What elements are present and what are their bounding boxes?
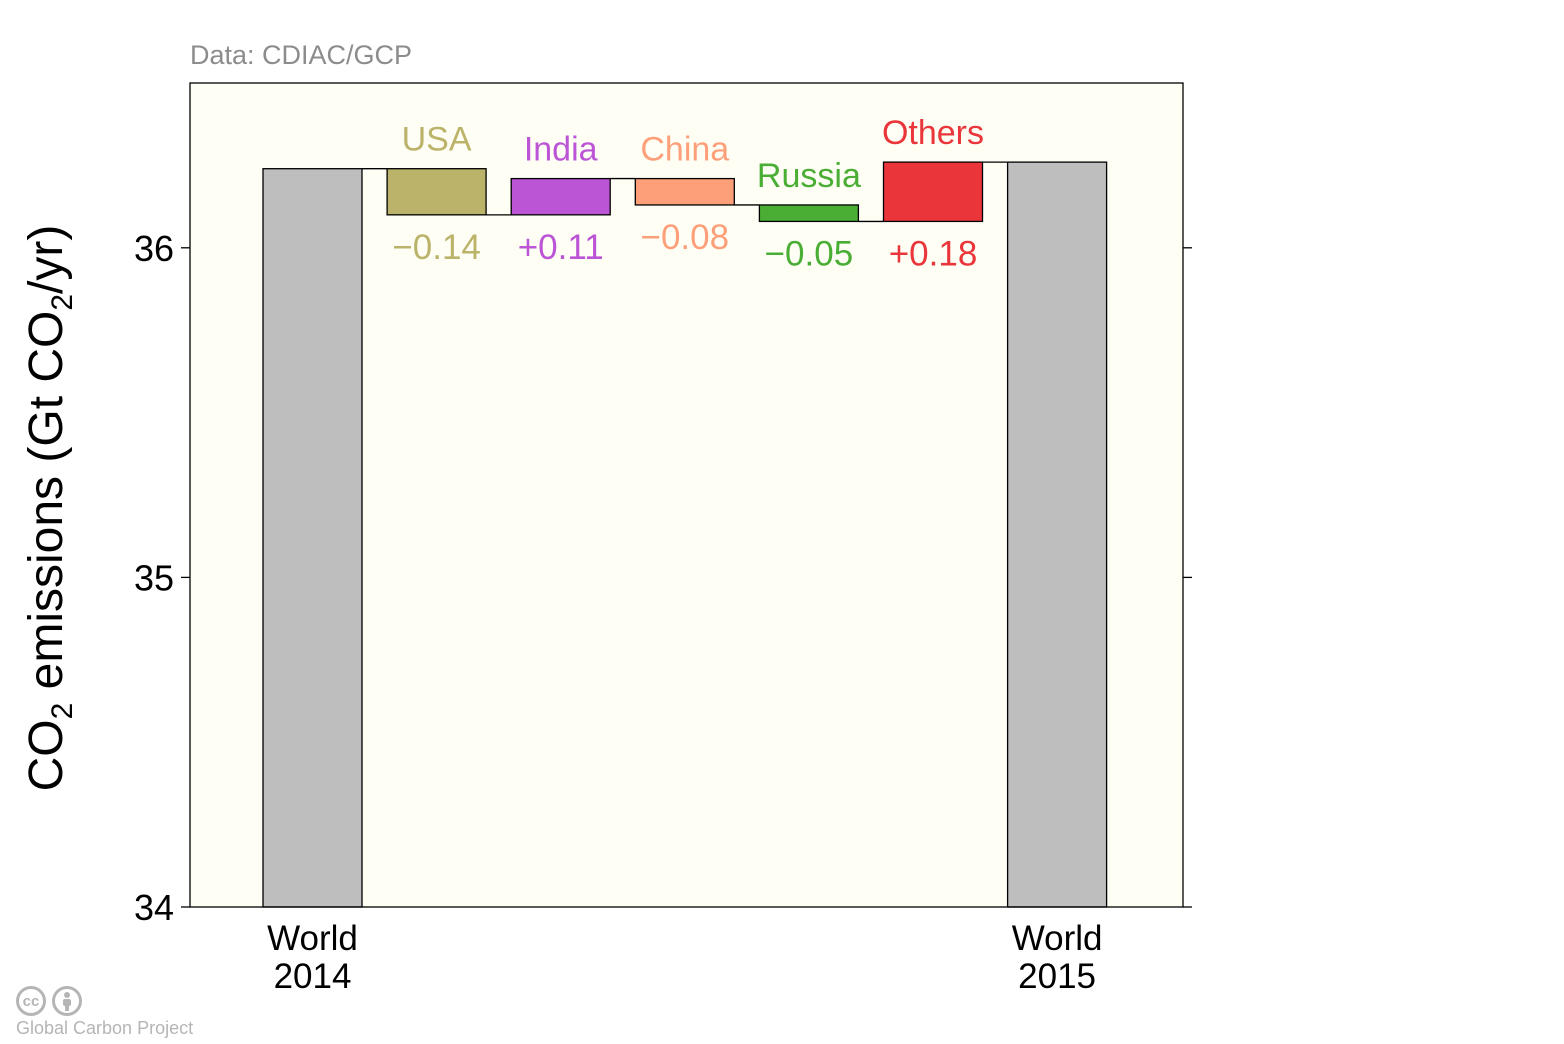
y-tick-label: 36: [134, 228, 174, 269]
total-bar: [1006, 161, 1108, 908]
data-label: −0.05: [765, 234, 854, 273]
category-label: China: [640, 131, 729, 169]
data-label: −0.14: [392, 228, 481, 267]
y-axis-label-part: emissions (Gt CO: [20, 311, 73, 703]
data-label: −0.08: [641, 218, 730, 257]
x-tick-label: 2014: [274, 957, 352, 996]
source-note: Data: CDIAC/GCP: [190, 40, 413, 70]
category-label: India: [524, 131, 598, 169]
cc-icon: cc: [16, 986, 46, 1016]
data-label: +0.18: [889, 234, 978, 273]
data-label: +0.11: [518, 228, 604, 267]
y-axis-label-part: /yr): [20, 225, 73, 294]
change-bar-usa: [386, 168, 487, 216]
x-tick-label: 2015: [1018, 957, 1096, 996]
attribution-icon: [52, 986, 82, 1016]
y-axis-label-part: CO: [20, 719, 73, 791]
x-tick-label: World: [1012, 919, 1103, 958]
y-axis-label-part: 2: [46, 294, 79, 311]
y-axis-label-part: 2: [46, 703, 79, 720]
change-bar-others: [882, 161, 984, 223]
total-bar: [262, 168, 363, 908]
plot-frame: [189, 82, 1184, 908]
y-tick-label: 34: [134, 887, 174, 928]
category-label: Russia: [757, 157, 861, 195]
change-bar-russia: [758, 204, 860, 223]
gcp-logo: cc Global Carbon Project: [16, 986, 216, 1042]
category-label: USA: [402, 121, 472, 159]
y-tick-label: 35: [134, 557, 174, 598]
category-label: Others: [882, 114, 984, 152]
y-axis-label: CO2 emissions (Gt CO2/yr): [20, 225, 79, 792]
change-bar-india: [510, 177, 611, 216]
logo-text: Global Carbon Project: [16, 1018, 194, 1038]
x-tick-label: World: [267, 919, 358, 958]
change-bar-china: [634, 177, 735, 206]
